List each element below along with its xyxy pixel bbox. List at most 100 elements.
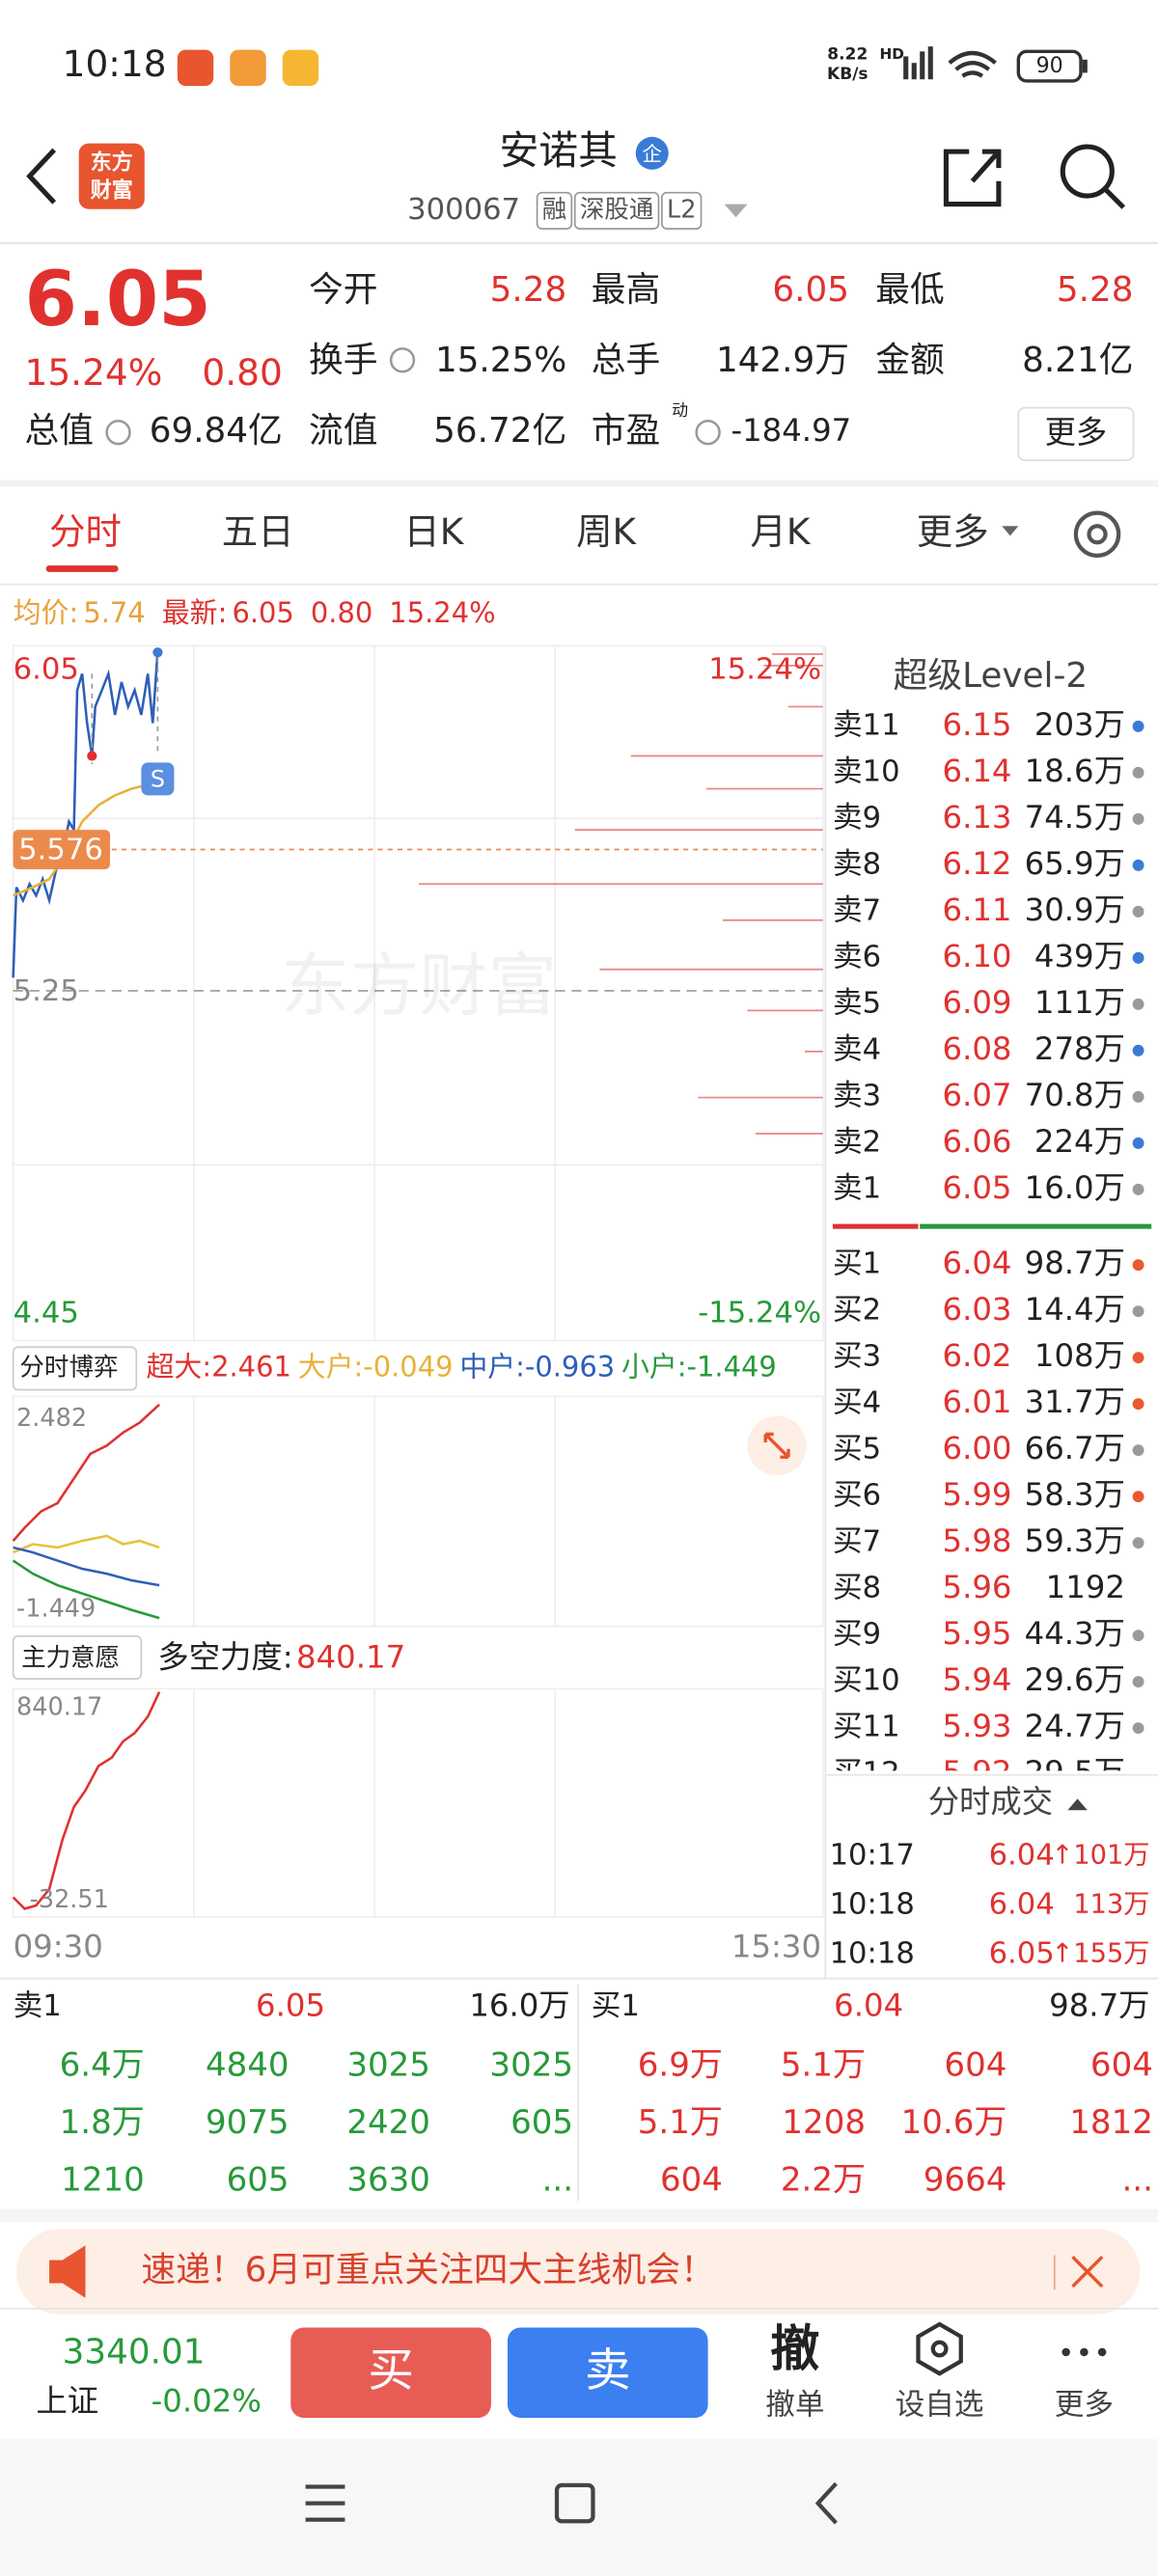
cancel-text[interactable]: 撤单: [765, 2389, 824, 2423]
cancel-icon[interactable]: 撤: [770, 2321, 819, 2378]
banner-bg[interactable]: [16, 2229, 1141, 2315]
more-text[interactable]: 更多: [1055, 2389, 1114, 2423]
tag-border: [661, 191, 703, 230]
indicator-value: 超大:2.461: [146, 1350, 290, 1383]
more-button[interactable]: [1017, 406, 1135, 461]
dropdown[interactable]: [724, 204, 748, 218]
order-price: 6.12: [943, 845, 1012, 882]
marker: [152, 647, 163, 658]
tab[interactable]: 周K: [576, 510, 637, 553]
trade-volume: 113万: [1073, 1890, 1149, 1920]
book-cell: 604: [944, 2045, 1006, 2084]
indicator-line: [13, 1534, 160, 1554]
home-button[interactable]: [554, 2482, 595, 2524]
price: 6.05: [25, 256, 211, 343]
change: 0.80: [202, 351, 282, 394]
nav-bar: [0, 2439, 1158, 2576]
order-price: 6.14: [943, 753, 1012, 789]
indicator-line: [12, 1559, 160, 1620]
expand-arrow[interactable]: [1067, 1798, 1088, 1811]
info-icon[interactable]: [105, 420, 131, 446]
order-label: 买5: [833, 1433, 881, 1466]
stat-label: 流值: [309, 411, 377, 451]
order-label: 卖11: [833, 708, 900, 742]
order-volume: 278万: [1034, 1030, 1125, 1067]
index-name: 上证: [36, 2383, 98, 2420]
tab[interactable]: 五日: [222, 510, 294, 553]
close-button[interactable]: [1071, 2256, 1104, 2288]
stat-label: 总手: [592, 341, 660, 380]
logo-text: 财富: [91, 178, 133, 203]
divider: [0, 2208, 1158, 2223]
sell-text[interactable]: 卖: [585, 2344, 631, 2398]
settings-button[interactable]: [1073, 510, 1121, 558]
order-label: 卖3: [833, 1079, 881, 1112]
index-change: -0.02%: [152, 2383, 262, 2420]
order-volume: 18.6万: [1025, 753, 1125, 789]
stat-value: -184.97: [731, 412, 851, 449]
order-price: 6.00: [943, 1430, 1012, 1466]
order-price: 6.05: [943, 1169, 1012, 1206]
avg-tag-bg: [13, 830, 111, 869]
info-icon[interactable]: [695, 420, 721, 446]
chart-info: 6.05: [232, 596, 293, 629]
order-label: 买6: [833, 1479, 881, 1513]
book-cell: 3630: [346, 2160, 430, 2199]
order-dot: [1132, 1137, 1144, 1149]
split-bar: [832, 1223, 919, 1229]
indicator-button[interactable]: [12, 1346, 138, 1391]
order-volume: 58.3万: [1025, 1476, 1125, 1513]
order-volume: 203万: [1034, 706, 1125, 743]
buy-text[interactable]: 买: [368, 2344, 414, 2398]
indicator-label: 多空力度:: [157, 1639, 292, 1676]
back-button[interactable]: [26, 148, 57, 205]
order-label: 买4: [833, 1386, 881, 1420]
tab[interactable]: 日K: [403, 510, 464, 553]
stat-value: 5.28: [1057, 270, 1134, 310]
battery-level: 90: [1036, 53, 1063, 78]
order-volume: 59.3万: [1025, 1522, 1125, 1559]
book-cell: 6.9万: [638, 2045, 723, 2084]
book-cell: 604: [660, 2160, 723, 2199]
order-dot: [1132, 1183, 1144, 1195]
divider: [0, 583, 1158, 586]
share-button[interactable]: [943, 149, 1002, 207]
tab[interactable]: 更多: [917, 510, 989, 553]
sell-button[interactable]: [507, 2327, 708, 2419]
stat-value: 15.25%: [435, 341, 566, 380]
indicator-line: [13, 1546, 160, 1587]
axis-label: 2.482: [16, 1404, 87, 1433]
buy-button[interactable]: [290, 2327, 491, 2419]
order-volume: 44.3万: [1025, 1615, 1125, 1652]
tab[interactable]: 分时: [49, 510, 122, 553]
order-price: 6.03: [943, 1291, 1012, 1328]
indicator-button[interactable]: [12, 1635, 143, 1680]
nav-back-button[interactable]: [814, 2481, 838, 2525]
order-volume: 70.8万: [1025, 1077, 1125, 1113]
banner-text[interactable]: 速递！6月可重点关注四大主线机会！: [141, 2251, 714, 2290]
trade-time: 10:17: [830, 1838, 915, 1872]
order-label: 买3: [833, 1340, 881, 1374]
order-price: 6.02: [943, 1337, 1012, 1374]
info-icon[interactable]: [389, 347, 416, 373]
menu-button[interactable]: [305, 2484, 345, 2522]
force-line: [12, 1691, 161, 1910]
indicator-title[interactable]: 分时博弈: [19, 1353, 118, 1382]
watch-text[interactable]: 设自选: [896, 2389, 984, 2423]
stat-value: 142.9万: [716, 341, 849, 380]
indicator-value: 小户:-1.449: [621, 1350, 777, 1383]
dropdown[interactable]: [1002, 526, 1019, 536]
book-cell: 9664: [924, 2160, 1007, 2199]
order-label: 买9: [833, 1618, 881, 1652]
indicator-title[interactable]: 主力意愿: [21, 1644, 120, 1673]
tab[interactable]: 月K: [751, 510, 812, 553]
order-price: 6.01: [943, 1384, 1012, 1420]
search-button[interactable]: [1060, 144, 1126, 209]
net-speed: 8.22: [827, 45, 868, 65]
logo-text: 东方: [91, 151, 133, 176]
order-label: 买7: [833, 1525, 881, 1559]
more-button-text[interactable]: 更多: [1045, 414, 1108, 451]
badge-bg: [635, 136, 669, 170]
book-volume: 98.7万: [1049, 1987, 1149, 2024]
book-price: 6.05: [256, 1987, 325, 2024]
